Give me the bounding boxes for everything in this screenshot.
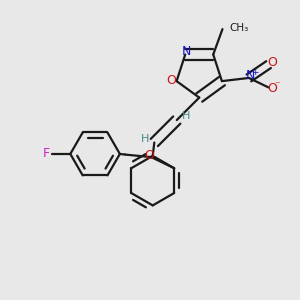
Text: O: O [144, 149, 154, 162]
Text: H: H [141, 134, 149, 144]
Text: ⁻: ⁻ [275, 81, 280, 91]
Text: +: + [251, 68, 259, 77]
Text: O: O [166, 74, 176, 87]
Text: F: F [43, 147, 50, 160]
Text: O: O [267, 82, 277, 95]
Text: N: N [182, 45, 191, 58]
Text: CH₃: CH₃ [230, 23, 249, 33]
Text: O: O [267, 56, 277, 69]
Text: H: H [182, 111, 190, 121]
Text: N: N [246, 69, 255, 82]
